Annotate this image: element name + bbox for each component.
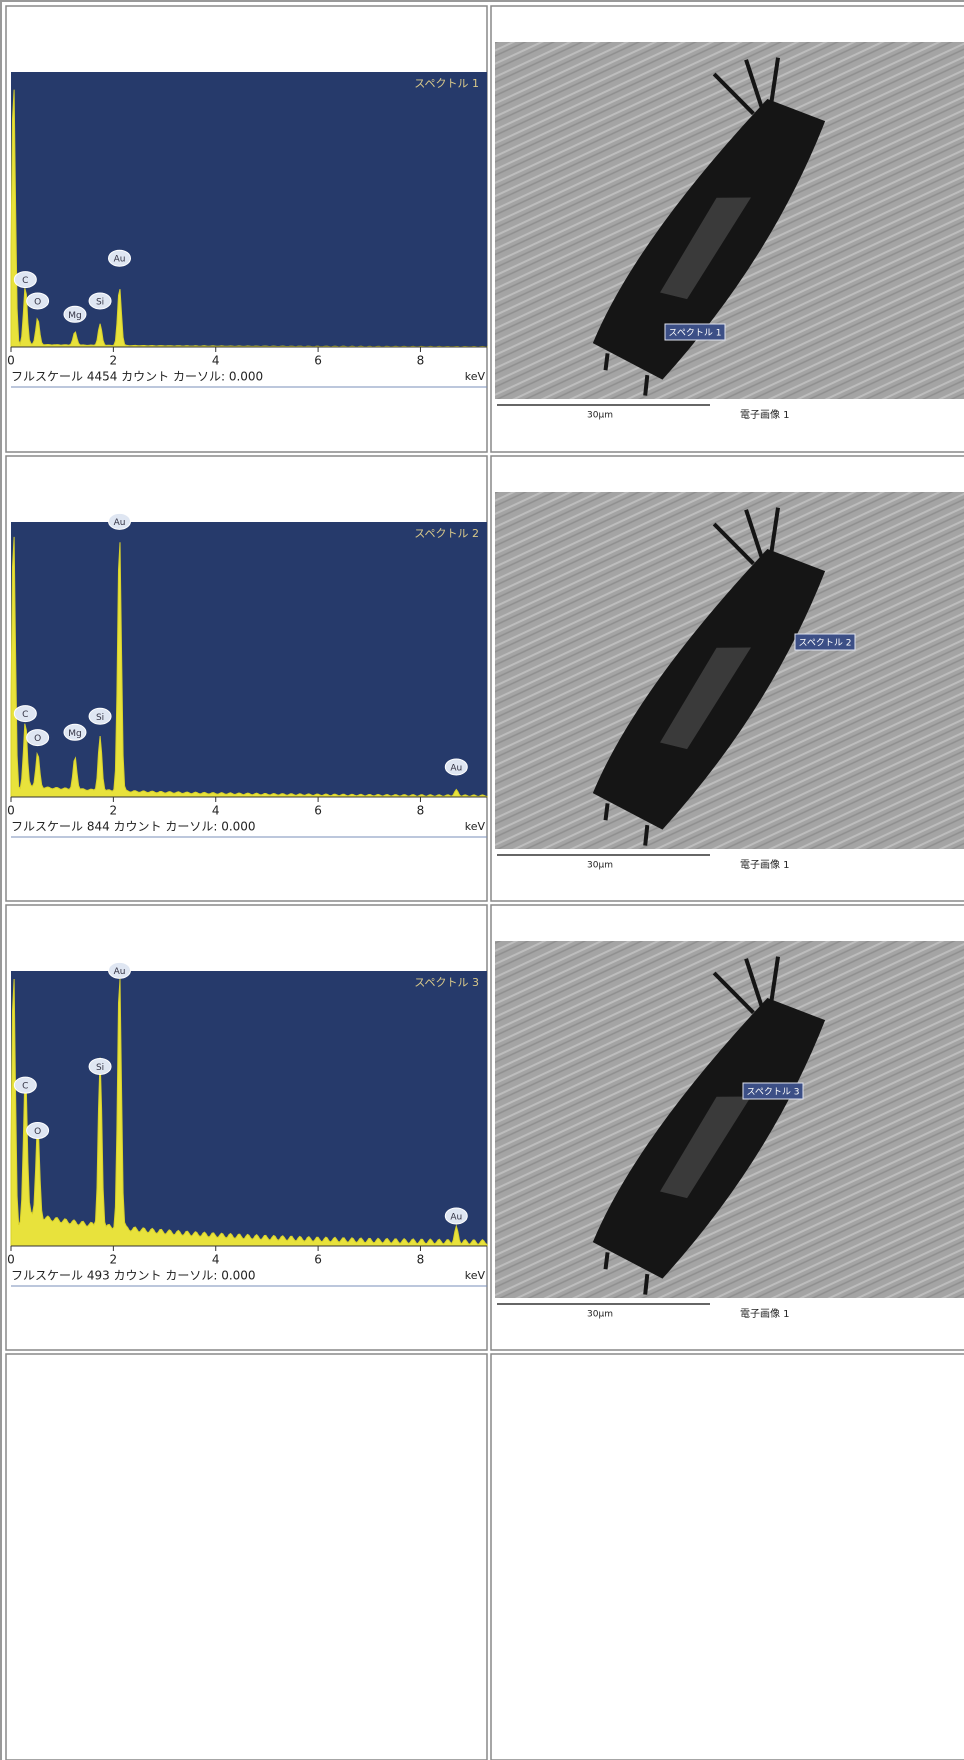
image-caption: 電子画像 1 [740, 409, 790, 421]
peak-badge [88, 1057, 112, 1075]
tick-label: 6 [314, 1253, 322, 1267]
tick-label: 8 [417, 354, 425, 368]
peak-badge [26, 1122, 50, 1140]
spectrum-title: スペクトル 3 [414, 976, 479, 989]
peak-label: Si [96, 713, 104, 723]
scale-label: 30μm [587, 411, 613, 421]
axis-unit: keV [465, 820, 486, 833]
spectrum-curve [10, 536, 488, 798]
tick-label: 2 [110, 354, 118, 368]
tick-label: 8 [417, 1253, 425, 1267]
peak-badge [88, 707, 112, 725]
particle-hole [660, 197, 751, 300]
marker-label: スペクトル 3 [747, 1087, 800, 1098]
spectrum-caption: フルスケール 4454 カウント カーソル: 0.000 [11, 370, 263, 384]
particle-hole [660, 647, 751, 750]
peak-badge [444, 758, 468, 776]
peak-badge [108, 512, 132, 530]
peak-badge [88, 292, 112, 310]
scale-label: 30μm [587, 1310, 613, 1320]
peak-label: C [22, 276, 28, 286]
peak-label: Au [450, 1212, 462, 1222]
axis-unit: keV [465, 370, 486, 383]
tick-label: 0 [7, 1253, 15, 1267]
image-caption: 電子画像 1 [740, 1308, 790, 1320]
table-cell [490, 1353, 964, 1760]
peak-badge [63, 723, 87, 741]
peak-label: Si [96, 1063, 104, 1073]
peak-badge [26, 729, 50, 747]
particle [592, 57, 826, 396]
spectrum-plot [11, 522, 487, 797]
spectrum-title: スペクトル 2 [414, 527, 479, 540]
marker-label: スペクトル 1 [669, 328, 722, 339]
peak-label: Au [114, 967, 126, 977]
peak-label: O [34, 734, 41, 744]
spectrum-title: スペクトル 1 [414, 77, 479, 90]
spectrum-plot [11, 971, 487, 1246]
particle-hole [660, 1096, 751, 1199]
scale-label: 30μm [587, 861, 613, 871]
peak-label: Mg [68, 311, 81, 321]
peak-badge [26, 292, 50, 310]
spectrum-plot [11, 72, 487, 347]
peak-badge [108, 249, 132, 267]
spectrum-caption: フルスケール 493 カウント カーソル: 0.000 [11, 1269, 256, 1283]
peak-label: Au [450, 763, 462, 773]
tick-label: 4 [212, 354, 220, 368]
peak-label: Au [114, 518, 126, 528]
tick-label: 4 [212, 1253, 220, 1267]
tick-label: 0 [7, 804, 15, 818]
tick-label: 2 [110, 1253, 118, 1267]
peak-badge [13, 1076, 37, 1094]
peak-label: Au [114, 255, 126, 265]
particle-fibers [603, 507, 781, 846]
marker-box [664, 323, 726, 341]
peak-badge [444, 1207, 468, 1225]
peak-label: C [22, 710, 28, 720]
marker-label: スペクトル 2 [799, 638, 852, 649]
peak-badge [108, 961, 132, 979]
marker-box [742, 1082, 804, 1100]
tick-label: 4 [212, 804, 220, 818]
tick-label: 6 [314, 804, 322, 818]
tick-label: 8 [417, 804, 425, 818]
peak-badge [13, 271, 37, 289]
tick-label: 2 [110, 804, 118, 818]
tick-label: 6 [314, 354, 322, 368]
peak-label: C [22, 1082, 28, 1092]
axis-unit: keV [465, 1269, 486, 1282]
particle [592, 956, 826, 1295]
image-caption: 電子画像 1 [740, 859, 790, 871]
peak-label: Si [96, 297, 104, 307]
particle-fibers [603, 57, 781, 396]
spectrum-curve [10, 978, 488, 1247]
particle [592, 507, 826, 846]
particle-fibers [603, 956, 781, 1295]
spectrum-caption: フルスケール 844 カウント カーソル: 0.000 [11, 820, 256, 834]
peak-badge [63, 305, 87, 323]
table-cell [5, 1353, 488, 1760]
peak-label: Mg [68, 729, 81, 739]
peak-badge [13, 705, 37, 723]
marker-box [794, 633, 856, 651]
peak-label: O [34, 297, 41, 307]
tick-label: 0 [7, 354, 15, 368]
peak-label: O [34, 1127, 41, 1137]
